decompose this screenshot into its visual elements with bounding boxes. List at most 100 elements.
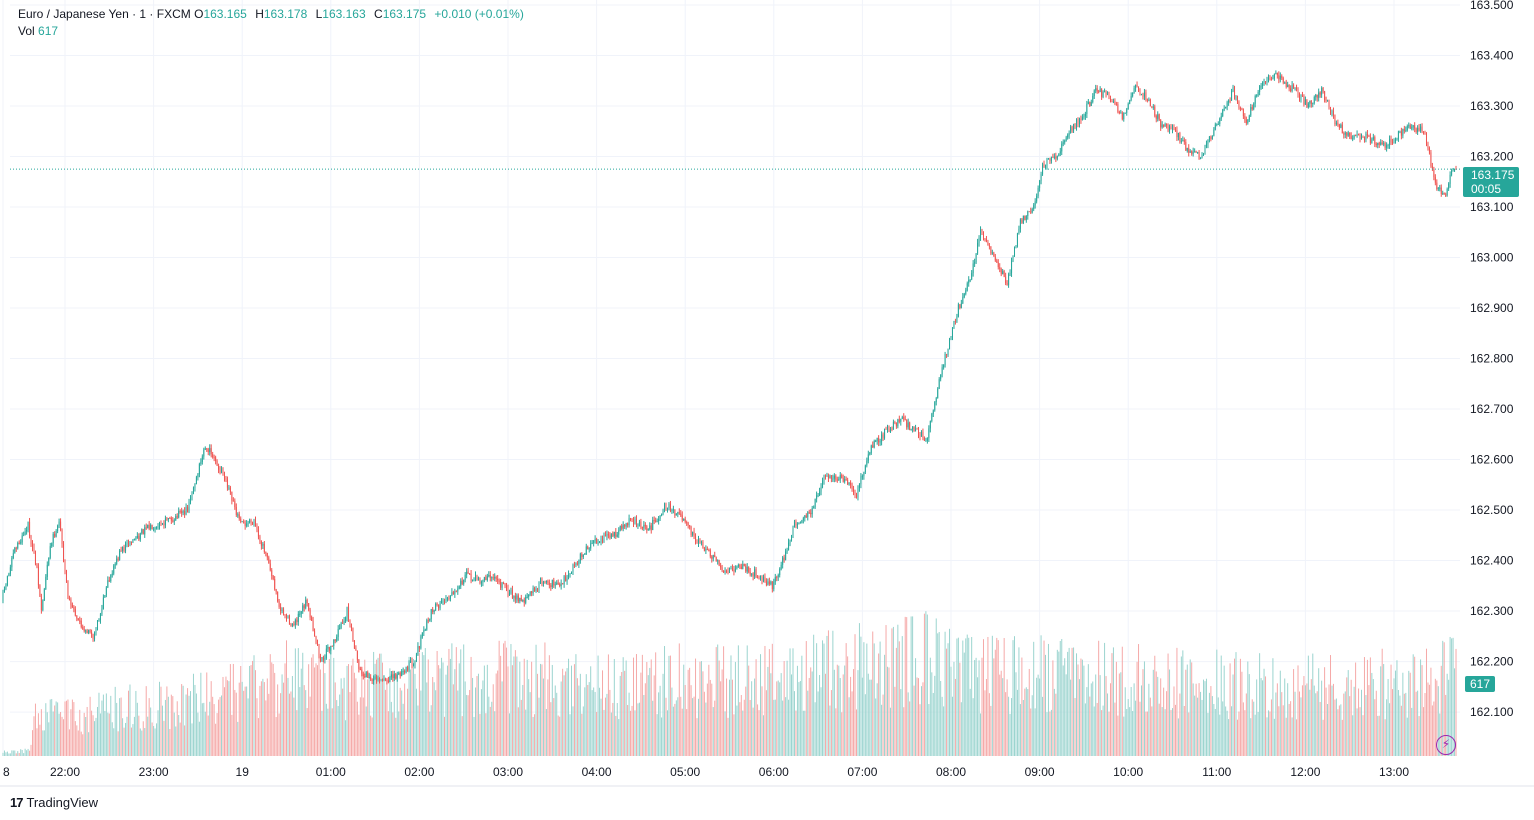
candle-body xyxy=(508,593,510,596)
candle-body xyxy=(442,600,444,602)
candle-body xyxy=(489,574,491,579)
candle-body xyxy=(810,512,812,515)
time-axis[interactable]: 8 22:00 23:00 19 01:00 02:00 03:00 04:00 05:00 06… xyxy=(3,765,1409,779)
volume-bar xyxy=(1126,709,1128,756)
volume-bar xyxy=(1177,718,1179,756)
open-value: 163.165 xyxy=(203,7,247,21)
volume-bar xyxy=(796,665,798,756)
candle-body xyxy=(637,523,639,527)
candle-body xyxy=(401,671,403,677)
candle-body xyxy=(1019,219,1021,229)
candle-body xyxy=(325,648,327,659)
volume-bar xyxy=(746,645,748,756)
candle-body xyxy=(570,571,572,574)
candle-body xyxy=(563,576,565,585)
volume-label[interactable]: Vol xyxy=(18,24,35,38)
volume-bar xyxy=(500,655,502,756)
candle-body xyxy=(953,320,955,329)
price-axis[interactable]: 163.500163.400163.300163.200163.100163.0… xyxy=(1470,0,1514,719)
volume-bar xyxy=(1180,656,1182,756)
volume-bar xyxy=(1328,684,1330,756)
volume-bar xyxy=(523,658,525,756)
candle-body xyxy=(901,416,903,419)
candle-body xyxy=(559,584,561,587)
volume-bar xyxy=(793,691,795,756)
volume-bar xyxy=(1420,659,1422,756)
volume-bar xyxy=(40,709,42,756)
volume-bar xyxy=(1047,643,1049,756)
symbol-title[interactable]: Euro / Japanese Yen · 1 · FXCM xyxy=(18,7,191,21)
last-price-badge: 163.175 00:05 xyxy=(1463,167,1519,197)
volume-bar xyxy=(1301,685,1303,756)
volume-bar xyxy=(1294,691,1296,756)
candle-body xyxy=(138,535,140,540)
candle-body xyxy=(318,645,320,657)
volume-bar xyxy=(962,640,964,756)
volume-bar xyxy=(661,717,663,756)
candle-body xyxy=(885,428,887,430)
volume-bar xyxy=(184,725,186,756)
volume-bar xyxy=(1259,653,1261,756)
volume-bar xyxy=(513,656,515,756)
volume-bar xyxy=(5,752,7,756)
volume-bar xyxy=(929,657,931,756)
volume-bar xyxy=(913,685,915,756)
volume-bar xyxy=(652,700,654,756)
volume-bar xyxy=(417,705,419,756)
volume-bar xyxy=(358,714,360,756)
volume-bar xyxy=(1031,695,1033,756)
candle-body xyxy=(91,631,93,635)
volume-bar xyxy=(359,697,361,756)
volume-bar xyxy=(1046,712,1048,756)
volume-bar xyxy=(966,634,968,756)
candle-body xyxy=(1386,145,1388,148)
volume-bar xyxy=(1377,715,1379,756)
volume-bar xyxy=(475,687,477,756)
volume-bar xyxy=(237,721,239,756)
volume-bar xyxy=(760,654,762,756)
volume-bar xyxy=(48,722,50,756)
candle-body xyxy=(957,304,959,317)
volume-bar xyxy=(666,710,668,756)
candle-body xyxy=(376,676,378,681)
volume-bar xyxy=(516,656,518,756)
candle-body xyxy=(200,461,202,465)
volume-bar xyxy=(1112,647,1114,756)
brand-watermark[interactable]: 17 TradingView xyxy=(10,795,98,810)
candle-body xyxy=(359,668,361,670)
volume-bar xyxy=(585,674,587,756)
candle-body xyxy=(573,564,575,566)
candle-body xyxy=(607,534,609,536)
volume-bar xyxy=(1250,718,1252,756)
candle-body xyxy=(913,426,915,432)
candle-body xyxy=(114,563,116,566)
candle-body xyxy=(665,503,667,509)
volume-bar xyxy=(399,687,401,756)
x-tick-label: 04:00 xyxy=(582,765,612,779)
volume-bar xyxy=(879,641,881,756)
candle-body xyxy=(433,610,435,612)
volume-bar xyxy=(1092,681,1094,756)
volume-bar xyxy=(1118,673,1120,756)
volume-bar xyxy=(931,672,933,756)
candle-body xyxy=(788,542,790,551)
candle-body xyxy=(858,484,860,488)
volume-bar xyxy=(414,673,416,756)
candle-body xyxy=(467,571,469,574)
volume-bar xyxy=(737,645,739,756)
volume-bar xyxy=(1135,700,1137,756)
lightning-icon[interactable]: ⚡ xyxy=(1436,735,1456,755)
volume-bar xyxy=(1157,676,1159,756)
candle-body xyxy=(386,679,388,681)
volume-bar xyxy=(275,717,277,756)
volume-bar xyxy=(101,700,103,756)
candle-body xyxy=(147,524,149,529)
candle-body xyxy=(1211,135,1213,139)
candle-body xyxy=(671,509,673,512)
candle-body xyxy=(1406,126,1408,131)
volume-bar xyxy=(692,698,694,756)
volume-bar xyxy=(374,663,376,756)
candle-body xyxy=(819,491,821,496)
candle-body xyxy=(863,472,865,477)
